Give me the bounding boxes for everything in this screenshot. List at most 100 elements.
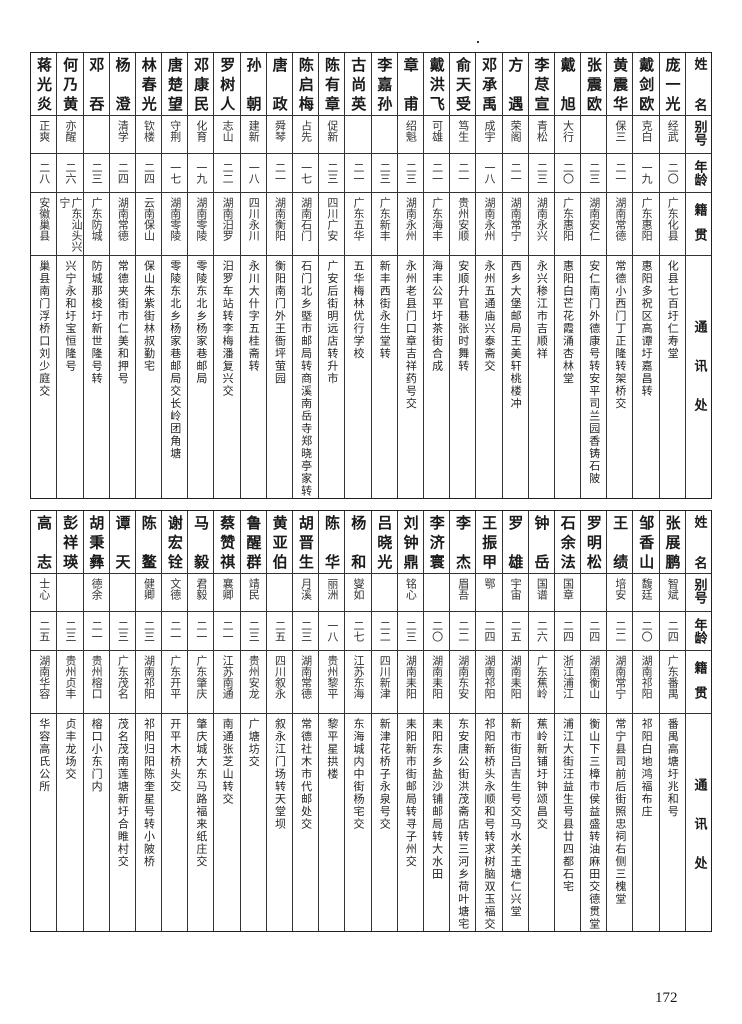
cell-alias: 德余 — [83, 574, 109, 612]
person-alias: 亦醒 — [63, 120, 77, 142]
person-name: 俞天受 — [453, 57, 472, 111]
cell-address: 汨罗车站转李梅潘复兴交 — [214, 256, 239, 498]
person-origin: 广东汕头兴宁 — [57, 197, 83, 252]
person-name: 唐 政 — [270, 57, 289, 111]
person-age: 二一 — [221, 620, 235, 642]
person-address: 祁阳白地鸿福布庄 — [640, 718, 654, 818]
cell-origin: 广东茂名 — [109, 651, 135, 714]
person-name: 蒋光炎 — [34, 57, 53, 111]
cell-alias: 士心 — [31, 574, 57, 612]
person-age: 二四 — [561, 620, 575, 642]
cell-name: 戴剑欧 — [633, 53, 659, 116]
header-cell-age: 年龄 — [685, 612, 711, 651]
person-column: 石余法 国章 二四 浙江浦江 浦江大街汪益生号县廿四都石宅 — [553, 511, 581, 931]
header-cell-alias: 别号 — [685, 116, 711, 154]
cell-name: 罗明松 — [581, 511, 607, 574]
cell-name: 吕晓光 — [371, 511, 397, 574]
person-age: 二二 — [378, 620, 392, 642]
person-column: 罗树人 志山 二二 湖南汨罗 汨罗车站转李梅潘复兴交 — [213, 53, 240, 498]
cell-name: 蒋光炎 — [31, 53, 57, 116]
cell-name: 谢宏铨 — [162, 511, 188, 574]
person-name: 鲁醒群 — [244, 515, 263, 569]
cell-alias — [266, 574, 292, 612]
cell-address: 黎平星拱楼 — [319, 714, 344, 931]
person-age: 二一 — [273, 162, 287, 184]
person-alias: 健卿 — [142, 578, 156, 600]
person-address: 蕉岭新铺圩钟颂昌交 — [535, 718, 549, 831]
cell-age: 二六 — [528, 612, 554, 651]
header-label-name: 姓名 — [691, 515, 707, 569]
person-address: 叙永江门场转天堂坝 — [273, 718, 287, 831]
cell-alias: 智斌 — [659, 574, 685, 612]
person-alias: 促新 — [325, 120, 339, 142]
header-label-address: 通讯处 — [691, 320, 707, 437]
cell-address: 保山朱紫街林叔勤宅 — [136, 256, 161, 498]
cell-alias: 清学 — [109, 116, 135, 154]
person-column: 戴 旭大行 二〇 广东惠阳 惠阳白芒花霞涌杏林堂 — [553, 53, 581, 498]
cell-age: 二三 — [83, 154, 109, 193]
person-address: 五华梅林优行学校 — [352, 260, 366, 360]
person-alias: 丽洲 — [325, 578, 339, 600]
person-address: 衡山下三樟市侯益盛转油麻田交德贯堂 — [587, 718, 601, 931]
person-name: 吕晓光 — [375, 515, 394, 569]
cell-origin: 湖南零陵 — [188, 193, 214, 256]
person-origin: 广东开平 — [168, 655, 182, 699]
cell-address: 开平木桥头交 — [162, 714, 187, 931]
cell-alias: 经武 — [659, 116, 685, 154]
cell-alias: 绍魁 — [397, 116, 423, 154]
person-origin: 湖南耒阳 — [404, 655, 418, 699]
cell-address: 祁阳归阳陈奎星号转小陂桥 — [136, 714, 161, 931]
person-address: 巢县南门浮桥口刘少庭交 — [37, 260, 51, 398]
cell-origin: 广东开平 — [162, 651, 188, 714]
person-age: 二三 — [63, 620, 77, 642]
person-origin: 贵州安龙 — [247, 655, 261, 699]
person-origin: 湖南永州 — [482, 197, 496, 241]
cell-alias: 建新 — [240, 116, 266, 154]
person-name: 李济寰 — [427, 515, 446, 569]
cell-name: 邓康民 — [188, 53, 214, 116]
person-column: 邓 吞二三 广东防城 防城那梭圩新世隆号转 — [82, 53, 109, 498]
roster-table-bottom: 姓名 别号 年龄 籍贯 通讯处 张展鹏 智斌 二四 广东番禺 番禺高塘圩兆和号 邹香山 馥廷 二〇 湖南祁… — [30, 510, 712, 932]
person-address: 耒阳东乡盐沙铺邮局转大水田 — [430, 718, 444, 881]
person-name: 杨 澄 — [113, 57, 132, 111]
cell-address: 零陵东北乡杨家巷邮局交长岭团角塘 — [162, 256, 187, 498]
person-column: 马 毅君毅 二一 广东肇庆 肇庆城大东马路福来纸庄交 — [187, 511, 214, 931]
person-name: 邓承禹 — [480, 57, 499, 111]
person-name: 李荩宣 — [532, 57, 551, 111]
cell-age: 二四 — [581, 612, 607, 651]
cell-alias: 促新 — [319, 116, 345, 154]
cell-age: 二三 — [581, 154, 607, 193]
person-name: 陈 华 — [323, 515, 342, 569]
person-address: 浦江大街汪益生号县廿四都石宅 — [561, 718, 575, 893]
cell-name: 刘钟鼎 — [397, 511, 423, 574]
cell-alias: 国章 — [554, 574, 581, 612]
person-name: 邓 吞 — [87, 57, 106, 111]
person-age: 二一 — [509, 162, 523, 184]
person-origin: 湖南祁阳 — [482, 655, 496, 699]
cell-origin: 湖南常德 — [109, 193, 135, 256]
cell-name: 黄震华 — [607, 53, 633, 116]
person-address: 汨罗车站转李梅潘复兴交 — [221, 260, 235, 398]
person-address: 新市街吕吉生号交马水关王塘仁兴堂 — [509, 718, 523, 918]
person-age: 二四 — [142, 162, 156, 184]
person-column: 方 遇荣阁 二一 湖南常宁 西乡大堡邮局王美轩桃楼冲 — [501, 53, 528, 498]
person-origin: 四川广安 — [325, 197, 339, 241]
cell-age: 一九 — [633, 154, 659, 193]
cell-origin: 湖南衡山 — [581, 651, 607, 714]
person-age: 二三 — [587, 162, 601, 184]
person-age: 二三 — [378, 162, 392, 184]
cell-name: 胡晋生 — [293, 511, 319, 574]
cell-name: 张展鹏 — [659, 511, 685, 574]
person-address: 耒阳新市街邮局转寻子州交 — [404, 718, 418, 868]
person-column: 戴剑欧 克白 一九 广东惠阳 惠阳多祝区高谭圩嘉昌转 — [632, 53, 659, 498]
person-name: 王 绩 — [611, 515, 630, 569]
person-age: 二八 — [37, 162, 51, 184]
person-name: 刘钟鼎 — [401, 515, 420, 569]
person-alias: 占先 — [299, 120, 313, 142]
person-column: 张震欧 二三 湖南安仁 安仁南门外德康号转安平司兰园香铸石陂 — [580, 53, 607, 498]
person-origin: 安徽巢县 — [37, 197, 51, 241]
header-label-age: 年龄 — [691, 618, 707, 644]
cell-address: 安顺升官巷张时舞转 — [450, 256, 475, 498]
person-address: 西乡大堡邮局王美轩桃楼冲 — [509, 260, 523, 410]
person-column: 鲁醒群 靖民 二三 贵州安龙 广塘坊交 — [239, 511, 266, 931]
